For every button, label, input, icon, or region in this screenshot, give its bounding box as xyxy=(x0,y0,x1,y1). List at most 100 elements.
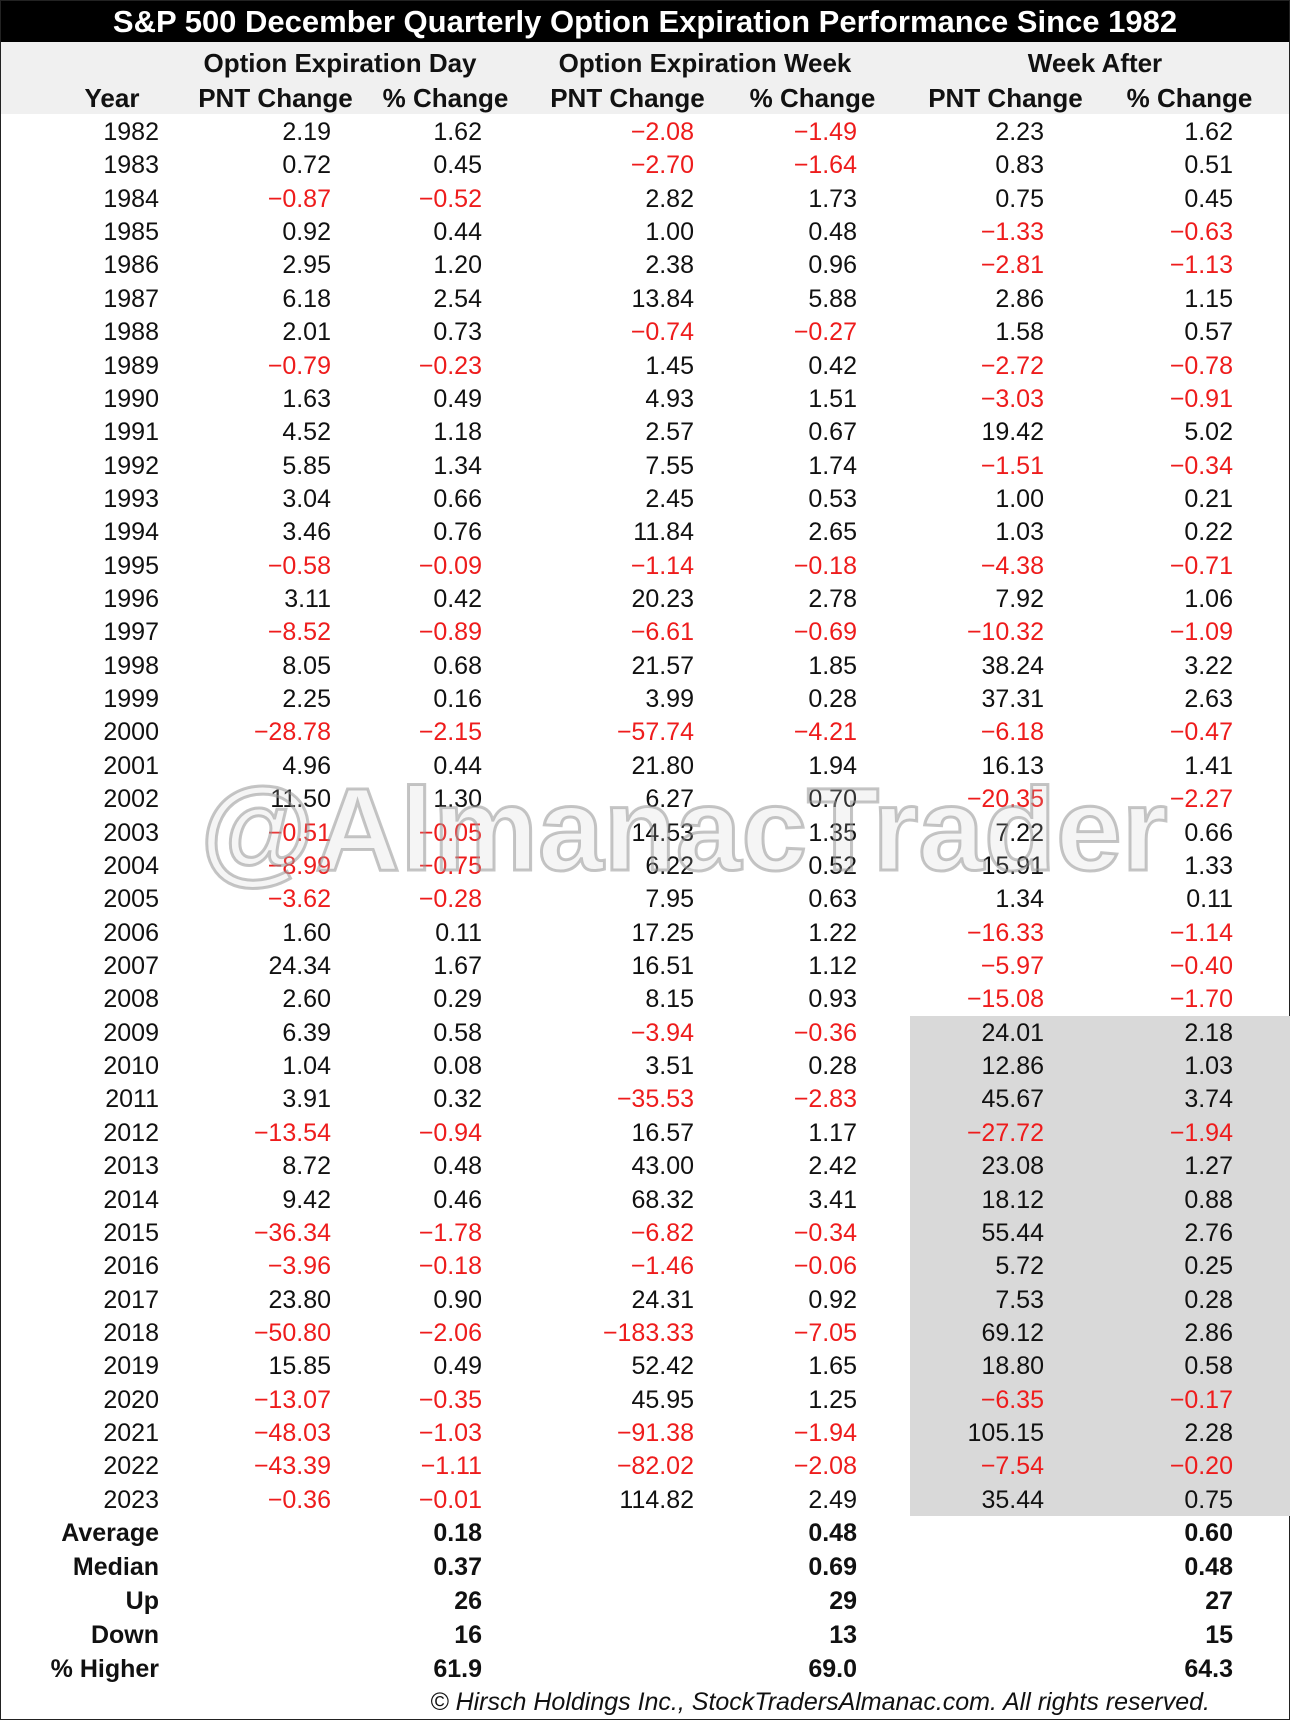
stat-after: 0.48 xyxy=(1184,1553,1233,1581)
year-cell: 1998 xyxy=(103,651,159,680)
after-pnt-cell: −2.72 xyxy=(980,351,1044,380)
day-pnt-cell: −8.99 xyxy=(267,851,331,880)
week-pct-cell: 0.53 xyxy=(808,484,857,513)
week-pnt-cell: 13.84 xyxy=(631,284,694,313)
after-pct-cell: 0.22 xyxy=(1184,518,1233,547)
day-pct-cell: 0.16 xyxy=(433,685,482,714)
week-pnt-cell: 16.51 xyxy=(631,951,694,980)
day-pct-cell: 0.08 xyxy=(433,1052,482,1081)
week-pnt-cell: 20.23 xyxy=(631,585,694,614)
week-pnt-cell: 2.57 xyxy=(645,418,694,447)
table-row: 2008 2.60 0.29 8.15 0.93 −15.08 −1.70 xyxy=(0,983,1290,1016)
week-pnt-cell: −0.74 xyxy=(630,318,694,347)
stat-row: Median 0.37 0.69 0.48 xyxy=(0,1550,1290,1584)
stat-day: 16 xyxy=(454,1621,482,1649)
after-pct-cell: 0.57 xyxy=(1184,318,1233,347)
after-pct-cell: −0.40 xyxy=(1169,951,1233,980)
column-header-week-pnt: PNT Change xyxy=(550,83,705,113)
after-pct-cell: 1.27 xyxy=(1184,1152,1233,1181)
after-pct-cell: −1.14 xyxy=(1169,918,1233,947)
stat-after: 15 xyxy=(1205,1621,1233,1649)
after-pnt-cell: 38.24 xyxy=(981,651,1044,680)
column-header-year: Year xyxy=(84,83,140,113)
year-cell: 2017 xyxy=(103,1285,159,1314)
table-row: 1988 2.01 0.73 −0.74 −0.27 1.58 0.57 xyxy=(0,316,1290,349)
after-pnt-cell: −7.54 xyxy=(980,1452,1044,1481)
day-pct-cell: −2.06 xyxy=(418,1318,482,1347)
day-pnt-cell: −8.52 xyxy=(267,618,331,647)
table-row: 1989 −0.79 −0.23 1.45 0.42 −2.72 −0.78 xyxy=(0,350,1290,383)
day-pnt-cell: −43.39 xyxy=(253,1452,331,1481)
day-pnt-cell: 6.18 xyxy=(282,284,331,313)
table-row: 1992 5.85 1.34 7.55 1.74 −1.51 −0.34 xyxy=(0,450,1290,483)
week-pnt-cell: 24.31 xyxy=(631,1285,694,1314)
day-pct-cell: 1.62 xyxy=(433,118,482,146)
week-pct-cell: 1.35 xyxy=(808,818,857,847)
week-pct-cell: −1.94 xyxy=(793,1419,857,1448)
after-pct-cell: 1.15 xyxy=(1184,284,1233,313)
week-pct-cell: 1.74 xyxy=(808,451,857,480)
week-pct-cell: −0.06 xyxy=(793,1252,857,1281)
week-pnt-cell: −91.38 xyxy=(616,1419,694,1448)
year-cell: 2009 xyxy=(103,1018,159,1047)
table-row: 2006 1.60 0.11 17.25 1.22 −16.33 −1.14 xyxy=(0,917,1290,950)
day-pct-cell: −0.05 xyxy=(418,818,482,847)
year-cell: 1993 xyxy=(103,484,159,513)
day-pnt-cell: −28.78 xyxy=(253,718,331,747)
day-pnt-cell: 2.25 xyxy=(282,685,331,714)
table-row: 1995 −0.58 −0.09 −1.14 −0.18 −4.38 −0.71 xyxy=(0,550,1290,583)
after-pct-cell: −1.94 xyxy=(1169,1118,1233,1147)
after-pnt-cell: 18.80 xyxy=(981,1352,1044,1381)
after-pct-cell: 0.21 xyxy=(1184,484,1233,513)
week-pnt-cell: 114.82 xyxy=(619,1485,694,1514)
table-row: 1993 3.04 0.66 2.45 0.53 1.00 0.21 xyxy=(0,483,1290,516)
year-cell: 2010 xyxy=(103,1052,159,1081)
week-pnt-cell: −3.94 xyxy=(630,1018,694,1047)
table-row: 2010 1.04 0.08 3.51 0.28 12.86 1.03 xyxy=(0,1050,1290,1083)
stat-label: Median xyxy=(72,1553,159,1581)
week-pnt-cell: 16.57 xyxy=(631,1118,694,1147)
after-pct-cell: 1.03 xyxy=(1184,1052,1233,1081)
table-row: 2009 6.39 0.58 −3.94 −0.36 24.01 2.18 xyxy=(0,1017,1290,1050)
week-pct-cell: 2.42 xyxy=(808,1152,857,1181)
after-pnt-cell: 105.15 xyxy=(967,1419,1044,1448)
week-pct-cell: −0.18 xyxy=(793,551,857,580)
day-pct-cell: 0.46 xyxy=(433,1185,482,1214)
week-pct-cell: 1.85 xyxy=(808,651,857,680)
after-pnt-cell: 19.42 xyxy=(981,418,1044,447)
week-pnt-cell: 14.53 xyxy=(631,818,694,847)
group-header-week-after: Week After xyxy=(1027,48,1163,78)
year-cell: 1997 xyxy=(103,618,159,647)
after-pnt-cell: −1.51 xyxy=(980,451,1044,480)
day-pct-cell: −0.75 xyxy=(418,851,482,880)
table-row: 2003 −0.51 −0.05 14.53 1.35 7.22 0.66 xyxy=(0,817,1290,850)
table-row: 2014 9.42 0.46 68.32 3.41 18.12 0.88 xyxy=(0,1184,1290,1217)
table-row: 2011 3.91 0.32 −35.53 −2.83 45.67 3.74 xyxy=(0,1083,1290,1116)
week-pct-cell: 1.65 xyxy=(808,1352,857,1381)
year-cell: 2012 xyxy=(103,1118,159,1147)
day-pnt-cell: 2.60 xyxy=(282,985,331,1014)
stat-after: 64.3 xyxy=(1184,1655,1233,1683)
day-pnt-cell: 0.72 xyxy=(282,151,331,180)
day-pnt-cell: −0.79 xyxy=(267,351,331,380)
after-pnt-cell: 45.67 xyxy=(981,1085,1044,1114)
stat-week: 13 xyxy=(829,1621,857,1649)
week-pct-cell: 0.96 xyxy=(808,251,857,280)
week-pct-cell: −0.69 xyxy=(793,618,857,647)
day-pct-cell: 1.34 xyxy=(433,451,482,480)
week-pnt-cell: −1.46 xyxy=(630,1252,694,1281)
after-pct-cell: −0.78 xyxy=(1169,351,1233,380)
table-row: 1986 2.95 1.20 2.38 0.96 −2.81 −1.13 xyxy=(0,249,1290,282)
year-cell: 2022 xyxy=(103,1452,159,1481)
column-header-day-pnt: PNT Change xyxy=(198,83,353,113)
after-pct-cell: 2.76 xyxy=(1184,1218,1233,1247)
stat-row: Average 0.18 0.48 0.60 xyxy=(0,1516,1290,1550)
table-row: 2019 15.85 0.49 52.42 1.65 18.80 0.58 xyxy=(0,1350,1290,1383)
stat-label: Average xyxy=(61,1519,159,1547)
week-pnt-cell: 6.27 xyxy=(645,785,694,814)
day-pnt-cell: −36.34 xyxy=(253,1218,331,1247)
after-pnt-cell: −4.38 xyxy=(980,551,1044,580)
day-pnt-cell: 11.50 xyxy=(270,785,331,814)
after-pnt-cell: 16.13 xyxy=(981,751,1044,780)
after-pnt-cell: 5.72 xyxy=(995,1252,1044,1281)
